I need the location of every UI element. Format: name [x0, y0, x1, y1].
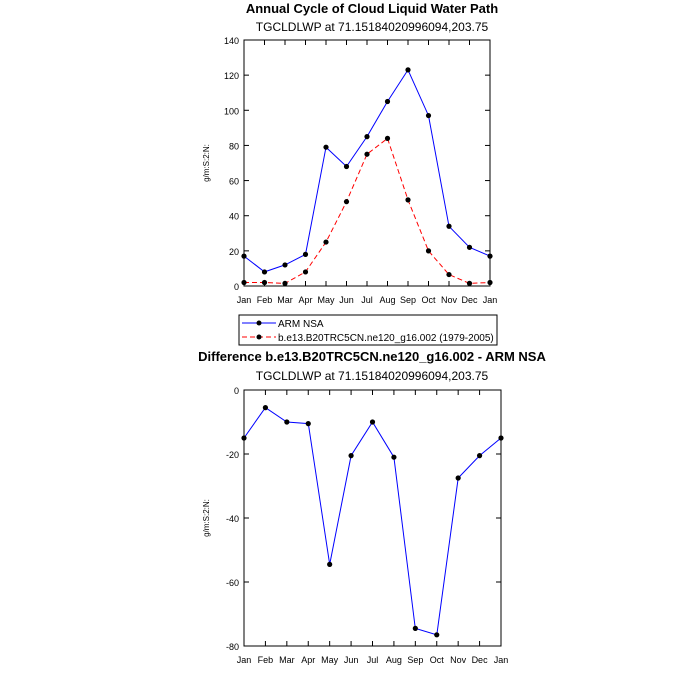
x-tick-label: Jan: [483, 295, 498, 305]
x-tick-label: Dec: [472, 655, 489, 665]
x-tick-label: Feb: [258, 655, 274, 665]
chart-subtitle: TGCLDLWP at 71.15184020996094,203.75: [256, 369, 489, 383]
x-tick-label: Oct: [430, 655, 445, 665]
data-point: [241, 253, 247, 259]
data-point: [466, 244, 473, 250]
data-point: [323, 239, 329, 245]
x-tick-label: Apr: [301, 655, 315, 665]
x-tick-label: Jun: [339, 295, 354, 305]
data-point: [327, 561, 333, 568]
data-point: [343, 163, 350, 170]
x-tick-label: Oct: [421, 295, 436, 305]
data-point: [282, 262, 288, 268]
data-point: [476, 453, 483, 459]
x-tick-label: Jun: [344, 655, 359, 665]
x-tick-label: Mar: [277, 295, 293, 305]
data-point: [261, 279, 268, 286]
data-point: [282, 280, 288, 286]
data-point: [348, 453, 354, 459]
series-line-0: [243, 68, 491, 273]
data-point: [241, 279, 247, 286]
x-tick-label: May: [321, 655, 339, 665]
data-point: [455, 475, 461, 481]
data-point: [343, 199, 350, 205]
x-tick-label: Feb: [257, 295, 273, 305]
data-point: [391, 454, 397, 460]
data-point: [446, 223, 452, 229]
data-point: [384, 135, 391, 141]
x-tick-label: Apr: [298, 295, 312, 305]
x-tick-label: Nov: [441, 295, 458, 305]
data-point: [487, 279, 493, 286]
x-tick-label: Jan: [494, 655, 509, 665]
data-point: [364, 134, 370, 140]
data-point: [466, 280, 473, 286]
legend-marker-arm-nsa: [256, 320, 262, 326]
y-tick-label: 0: [234, 282, 239, 292]
x-tick-label: Dec: [461, 295, 478, 305]
legend: ARM NSA b.e13.B20TRC5CN.ne120_g16.002 (1…: [238, 314, 498, 346]
y-tick-label: 0: [234, 386, 239, 396]
x-tick-label: Jan: [237, 295, 252, 305]
legend-label-arm-nsa: ARM NSA: [278, 319, 324, 330]
data-point: [405, 197, 411, 203]
data-point: [434, 632, 440, 638]
y-tick-label: 20: [229, 247, 239, 257]
chart-title: Annual Cycle of Cloud Liquid Water Path: [246, 1, 498, 16]
data-point: [302, 269, 309, 275]
data-point: [261, 269, 268, 275]
data-point: [384, 98, 391, 105]
y-tick-label: -40: [226, 514, 239, 524]
x-tick-label: Sep: [400, 295, 416, 305]
data-point: [498, 435, 504, 441]
y-tick-label: -60: [226, 578, 239, 588]
data-point: [241, 435, 247, 441]
data-point: [405, 67, 411, 73]
data-point: [425, 248, 432, 254]
legend-box: [238, 314, 498, 346]
data-point: [369, 419, 376, 425]
legend-marker-model: [256, 334, 262, 340]
plot-frame: [243, 389, 502, 647]
annual-cycle-panel: Annual Cycle of Cloud Liquid Water Path …: [202, 1, 498, 305]
data-point: [425, 112, 432, 119]
data-point: [412, 625, 418, 632]
data-point: [284, 419, 290, 425]
data-point: [446, 271, 452, 278]
x-tick-label: Nov: [450, 655, 467, 665]
x-tick-label: Aug: [379, 295, 395, 305]
y-axis-label: g/m:S:2:N:: [202, 144, 211, 182]
data-point: [302, 251, 309, 257]
plot-frame: [243, 39, 491, 287]
y-tick-label: 80: [229, 141, 239, 151]
data-point: [364, 151, 370, 157]
x-tick-label: Aug: [386, 655, 402, 665]
x-tick-label: Jan: [237, 655, 252, 665]
y-tick-label: 140: [224, 36, 239, 46]
y-tick-label: 100: [224, 106, 239, 116]
y-tick-label: 120: [224, 71, 239, 81]
y-tick-label: 40: [229, 212, 239, 222]
data-point: [323, 144, 329, 150]
x-tick-label: Sep: [407, 655, 423, 665]
x-tick-label: Jul: [361, 295, 373, 305]
series-line-0: [243, 406, 502, 636]
chart-subtitle: TGCLDLWP at 71.15184020996094,203.75: [256, 20, 489, 34]
legend-label-model: b.e13.B20TRC5CN.ne120_g16.002 (1979-2005…: [278, 333, 494, 344]
data-point: [262, 405, 269, 411]
data-point: [487, 253, 493, 259]
chart-title: Difference b.e13.B20TRC5CN.ne120_g16.002…: [198, 349, 546, 364]
x-tick-label: Jul: [367, 655, 379, 665]
y-tick-label: -20: [226, 450, 239, 460]
x-tick-label: May: [317, 295, 335, 305]
y-axis-label: g/m:S:2:N:: [202, 499, 211, 537]
y-tick-label: 60: [229, 177, 239, 187]
difference-panel: Difference b.e13.B20TRC5CN.ne120_g16.002…: [198, 349, 546, 665]
y-tick-label: -80: [226, 642, 239, 652]
series-line-1: [244, 137, 491, 284]
data-point: [305, 421, 311, 427]
x-tick-label: Mar: [279, 655, 295, 665]
